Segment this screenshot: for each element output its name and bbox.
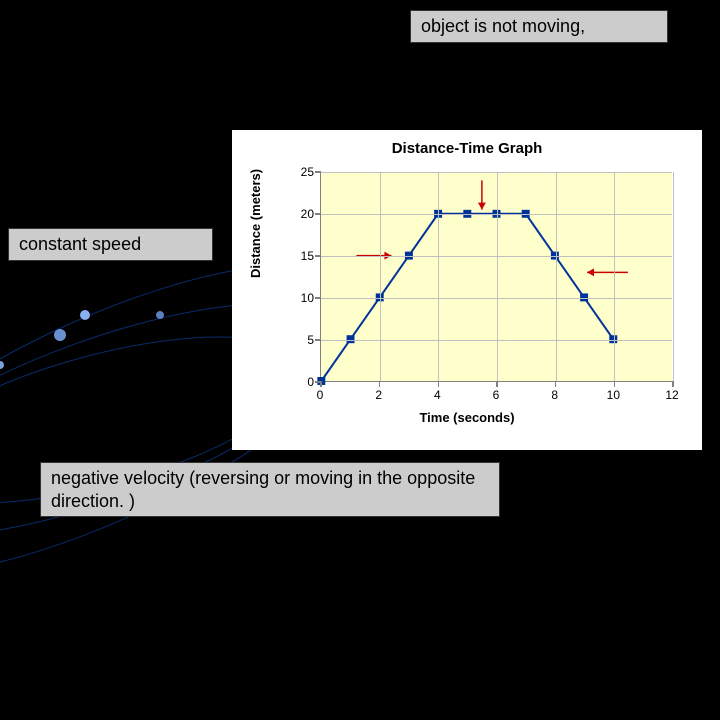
annotation-arrow <box>587 268 628 276</box>
gridline-v <box>438 172 439 381</box>
y-tick-label: 0 <box>288 375 314 389</box>
gridline-v <box>556 172 557 381</box>
y-tick-label: 20 <box>288 207 314 221</box>
label-negative-velocity-text: negative velocity (reversing or moving i… <box>51 468 475 511</box>
x-tick-label: 8 <box>543 388 567 402</box>
gridline-v <box>673 172 674 381</box>
label-constant-speed: constant speed <box>8 228 213 261</box>
gridline-v <box>380 172 381 381</box>
y-tick <box>315 213 321 215</box>
y-tick <box>315 171 321 173</box>
gridline-v <box>614 172 615 381</box>
label-not-moving-text: object is not moving, <box>421 16 585 36</box>
chart-title: Distance-Time Graph <box>232 140 702 157</box>
label-constant-speed-text: constant speed <box>19 234 141 254</box>
x-tick-label: 2 <box>367 388 391 402</box>
label-not-moving: object is not moving, <box>410 10 668 43</box>
y-axis-label: Distance (meters) <box>248 169 263 278</box>
x-tick <box>496 381 498 387</box>
x-axis-label: Time (seconds) <box>232 410 702 425</box>
x-tick <box>379 381 381 387</box>
x-tick-label: 12 <box>660 388 684 402</box>
x-tick <box>672 381 674 387</box>
x-tick-label: 6 <box>484 388 508 402</box>
x-tick <box>320 381 322 387</box>
distance-time-chart: Distance-Time Graph Distance (meters) Ti… <box>232 130 702 450</box>
x-tick <box>438 381 440 387</box>
x-tick <box>614 381 616 387</box>
y-tick <box>315 339 321 341</box>
x-tick-label: 10 <box>601 388 625 402</box>
x-tick <box>555 381 557 387</box>
x-tick-label: 4 <box>425 388 449 402</box>
y-tick <box>315 255 321 257</box>
plot-area <box>320 172 672 382</box>
y-tick-label: 25 <box>288 165 314 179</box>
x-tick-label: 0 <box>308 388 332 402</box>
y-tick-label: 10 <box>288 291 314 305</box>
y-tick <box>315 297 321 299</box>
y-tick-label: 15 <box>288 249 314 263</box>
label-negative-velocity: negative velocity (reversing or moving i… <box>40 462 500 517</box>
annotation-arrow <box>478 180 486 209</box>
y-tick-label: 5 <box>288 333 314 347</box>
gridline-v <box>497 172 498 381</box>
